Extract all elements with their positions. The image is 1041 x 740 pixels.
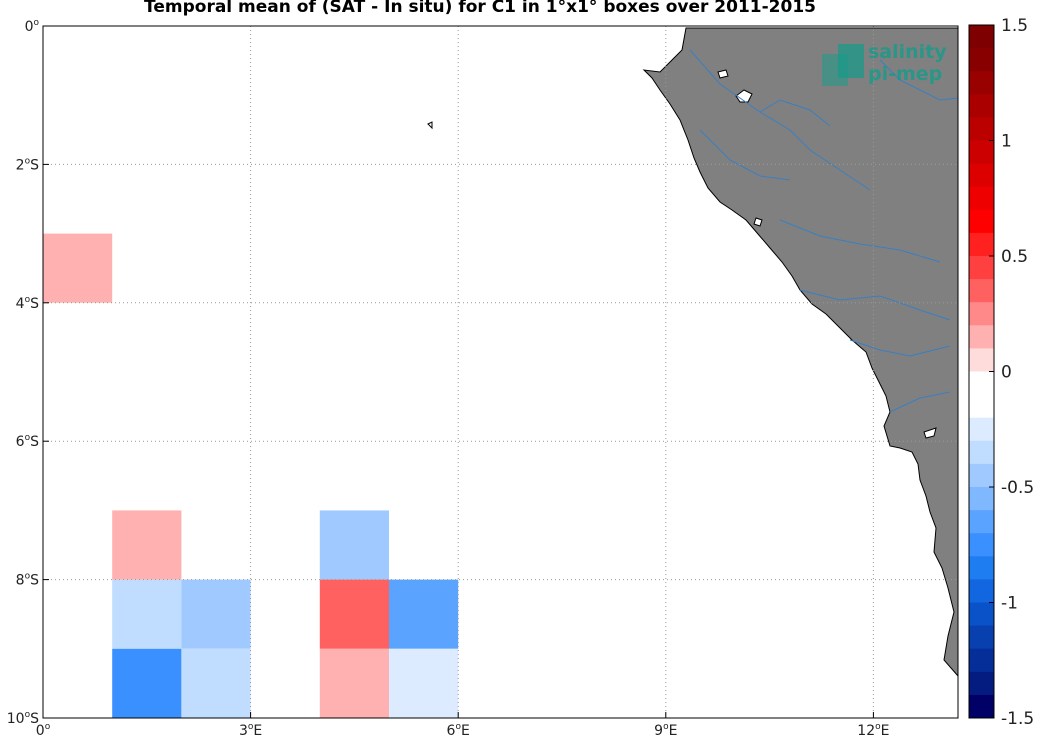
coastline-land: [427, 27, 959, 678]
chart-title: Temporal mean of (SAT - In situ) for C1 …: [144, 0, 816, 17]
data-cell: [181, 648, 251, 718]
colorbar-tick-label: 0: [1001, 363, 1012, 383]
colorbar-segment: [969, 48, 994, 72]
data-cell: [319, 579, 389, 649]
colorbar-segment: [969, 417, 994, 442]
colorbar-segment: [969, 671, 994, 696]
data-cell: [181, 579, 251, 649]
colorbar-tick-label: 1: [1001, 132, 1012, 152]
data-cell: [43, 233, 113, 303]
y-tick-label: 4oS: [16, 295, 39, 312]
plot-frame: [42, 25, 959, 719]
colorbar-segment: [969, 140, 994, 165]
colorbar-segment: [969, 232, 994, 257]
colorbar-segment: [969, 510, 994, 534]
y-tick-label: 0o: [25, 18, 40, 35]
data-cell: [43, 302, 113, 372]
river-line: [779, 219, 941, 263]
colorbar-tick-label: -1.5: [1001, 709, 1034, 729]
grid-lines: [43, 26, 958, 718]
colorbar-segment: [969, 694, 994, 719]
colorbar-segment: [969, 487, 994, 511]
colorbar-tick-label: -1: [1001, 594, 1018, 614]
rivers: [689, 49, 959, 413]
colorbar-segment: [969, 25, 994, 49]
y-tick-label: 6oS: [16, 433, 39, 450]
y-tick-label: 10oS: [7, 710, 39, 727]
x-tick-label: 3oE: [239, 722, 262, 739]
colorbar-segment: [969, 279, 994, 303]
colorbar-segment: [969, 117, 994, 141]
colorbar-segment: [969, 371, 994, 396]
colorbar-segment: [969, 71, 994, 95]
data-cell: [112, 510, 182, 580]
x-tick-label: 9oE: [654, 722, 677, 739]
colorbar-segment: [969, 256, 994, 280]
data-cell: [389, 648, 459, 718]
x-tick-label: 12oE: [857, 722, 889, 739]
data-cell: [319, 648, 389, 718]
colorbar-segment: [969, 94, 994, 118]
colorbar-tick-label: 1.5: [1001, 16, 1028, 36]
colorbar-tick-label: -0.5: [1001, 478, 1034, 498]
river-line: [759, 99, 831, 127]
colorbar-segment: [969, 394, 994, 419]
colorbar-segment: [969, 579, 994, 603]
svg-text:salinity: salinity: [868, 41, 947, 63]
data-cell: [250, 441, 320, 511]
data-cell: [389, 579, 459, 649]
river-line: [849, 339, 951, 357]
colorbar-segment: [969, 440, 994, 465]
colorbar-segment: [969, 163, 994, 188]
colorbar-tick-label: 0.5: [1001, 247, 1028, 267]
river-line: [879, 59, 959, 101]
svg-text:pi-mep: pi-mep: [868, 63, 942, 85]
colorbar-segment: [969, 625, 994, 650]
colorbar-segment: [969, 648, 994, 673]
x-tick-label: 0o: [36, 722, 51, 739]
data-cell: [319, 510, 389, 580]
colorbar-segment: [969, 602, 994, 627]
colorbar-segment: [969, 325, 994, 349]
river-line: [699, 129, 791, 181]
y-tick-label: 8oS: [16, 572, 39, 589]
colorbar-segment: [969, 463, 994, 488]
salinity-pimep-logo: salinity pi-mep: [822, 41, 947, 86]
river-line: [889, 391, 951, 413]
y-tick-label: 2oS: [16, 156, 39, 173]
colorbar-segment: [969, 186, 994, 211]
data-cell: [112, 648, 182, 718]
river-line: [799, 289, 951, 321]
colorbar: [968, 24, 995, 719]
data-cell: [43, 648, 113, 718]
colorbar-segment: [969, 302, 994, 326]
colorbar-segment: [969, 556, 994, 580]
colorbar-segment: [969, 209, 994, 234]
data-cell: [112, 579, 182, 649]
colorbar-segment: [969, 533, 994, 557]
river-line: [689, 49, 871, 191]
x-tick-label: 6oE: [447, 722, 470, 739]
colorbar-segment: [969, 348, 994, 372]
